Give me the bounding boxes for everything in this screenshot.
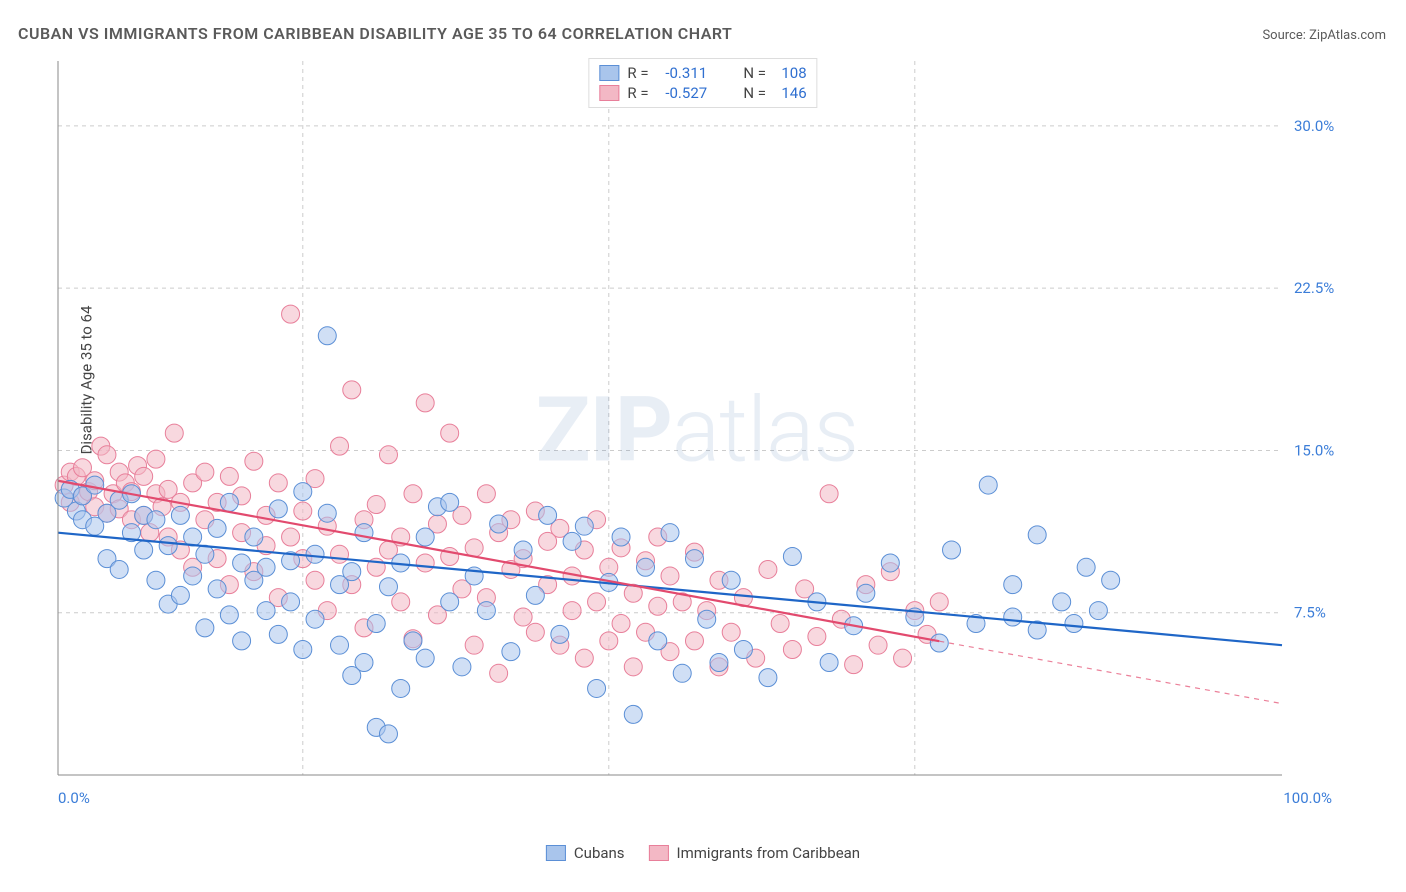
scatter-chart-svg: 7.5% 15.0% 22.5% 30.0% 0.0% 100.0% [52,55,1342,815]
stat-label: R = [627,64,657,82]
svg-text:100.0%: 100.0% [1283,789,1332,807]
source-link[interactable]: ZipAtlas.com [1309,28,1386,43]
stat-value: -0.311 [665,64,735,82]
plot-area: 7.5%15.0%22.5%30.0%0.0%100.0% ZIPatlas [52,55,1342,815]
legend-item-caribbean: Immigrants from Caribbean [649,844,861,862]
stat-value: 146 [781,84,806,102]
legend-series: Cubans Immigrants from Caribbean [546,844,860,862]
svg-text:30.0%: 30.0% [1294,117,1334,135]
legend-label: Immigrants from Caribbean [677,844,861,862]
legend-item-cubans: Cubans [546,844,625,862]
svg-text:0.0%: 0.0% [58,789,90,807]
legend-stats-box: R = -0.311 N = 108 R = -0.527 N = 146 [588,58,817,108]
stat-label: N = [743,64,773,82]
stat-label: R = [627,84,657,102]
legend-swatch-cubans [599,65,619,81]
svg-text:22.5%: 22.5% [1294,279,1334,297]
source-label: Source: [1262,28,1305,43]
legend-stats-row: R = -0.311 N = 108 [599,63,806,83]
svg-text:15.0%: 15.0% [1294,441,1334,459]
legend-stats-row: R = -0.527 N = 146 [599,83,806,103]
legend-swatch-caribbean [599,85,619,101]
svg-text:7.5%: 7.5% [1294,604,1326,622]
legend-swatch-caribbean [649,845,669,861]
stat-label: N = [743,84,773,102]
chart-title: CUBAN VS IMMIGRANTS FROM CARIBBEAN DISAB… [18,24,732,43]
stat-value: 108 [781,64,806,82]
legend-swatch-cubans [546,845,566,861]
source-attribution: Source: ZipAtlas.com [1262,28,1386,43]
stat-value: -0.527 [665,84,735,102]
legend-label: Cubans [574,844,625,862]
